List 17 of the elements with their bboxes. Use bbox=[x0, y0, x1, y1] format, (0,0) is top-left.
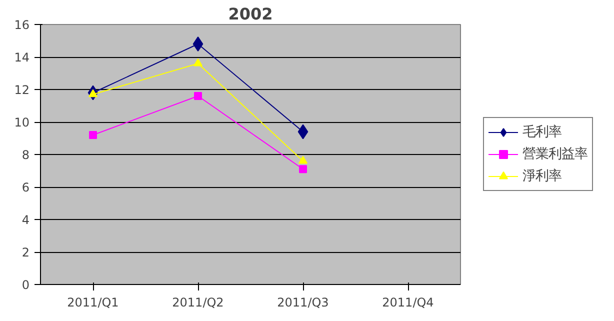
legend-label: 淨利率 bbox=[522, 168, 562, 185]
y-tick-label: 0 bbox=[22, 278, 30, 292]
legend-label: 毛利率 bbox=[522, 124, 562, 141]
x-tick-label: 2011/Q1 bbox=[67, 296, 119, 310]
y-tick-label: 10 bbox=[14, 116, 30, 130]
y-tick-label: 12 bbox=[14, 83, 30, 97]
chart-title: 2002 bbox=[228, 4, 273, 24]
y-tick-label: 8 bbox=[22, 148, 30, 162]
legend-label: 營業利益率 bbox=[522, 146, 588, 163]
x-tick-label: 2011/Q3 bbox=[277, 296, 329, 310]
y-tick-label: 14 bbox=[14, 50, 30, 64]
x-tick-label: 2011/Q2 bbox=[172, 296, 224, 310]
y-tick-label: 6 bbox=[22, 180, 30, 194]
y-tick-label: 16 bbox=[14, 18, 30, 32]
y-tick-label: 2 bbox=[22, 246, 30, 260]
x-tick-label: 2011/Q4 bbox=[382, 296, 434, 310]
y-tick-label: 4 bbox=[22, 213, 30, 227]
